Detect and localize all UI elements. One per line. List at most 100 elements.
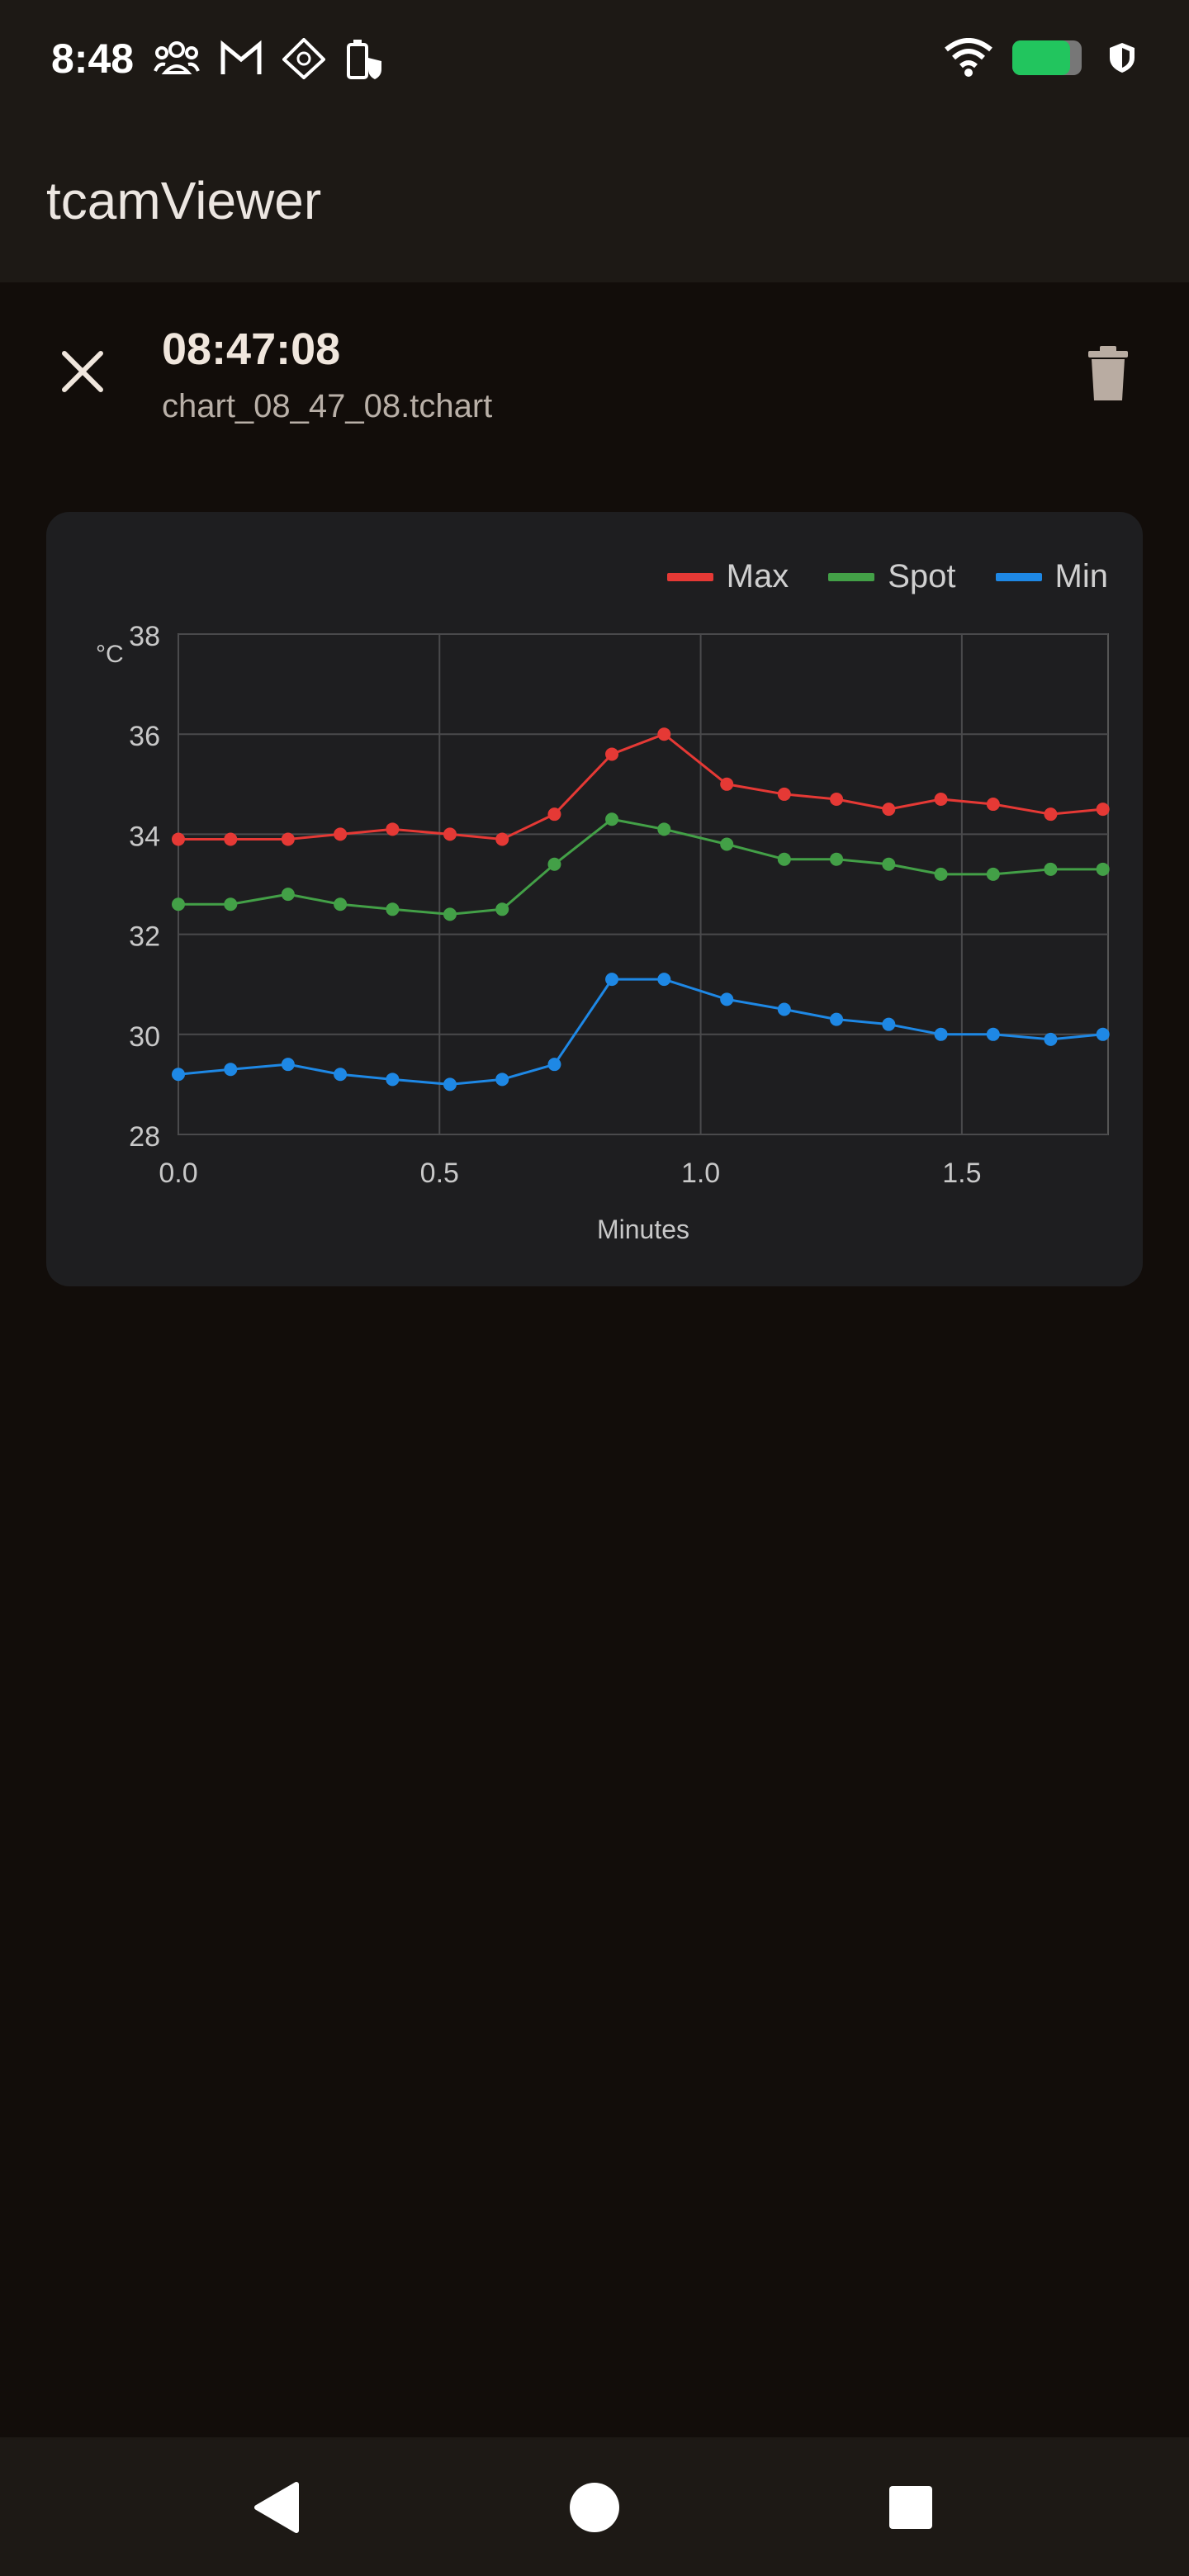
data-point-max <box>657 727 671 741</box>
data-point-max <box>777 787 791 801</box>
data-point-spot <box>1096 862 1110 876</box>
data-point-spot <box>720 837 734 851</box>
data-point-spot <box>334 897 348 912</box>
app-bar: tcamViewer <box>0 116 1189 282</box>
gmail-icon <box>220 40 262 74</box>
recents-icon <box>889 2486 932 2529</box>
data-point-spot <box>882 857 896 871</box>
status-bar: 8:48 <box>0 0 1189 116</box>
data-point-max <box>986 798 1000 812</box>
data-point-max <box>224 832 238 846</box>
data-point-min <box>986 1027 1000 1041</box>
data-point-max <box>882 803 896 817</box>
trash-icon <box>1088 346 1128 400</box>
close-button[interactable] <box>50 339 116 405</box>
data-point-min <box>334 1068 348 1082</box>
data-point-min <box>934 1027 948 1041</box>
data-point-spot <box>986 867 1000 881</box>
data-point-max <box>334 827 348 841</box>
data-point-max <box>172 832 185 846</box>
data-point-spot <box>172 897 185 912</box>
data-point-min <box>495 1073 509 1087</box>
x-tick-label: 1.0 <box>681 1158 720 1189</box>
data-point-max <box>934 792 948 806</box>
y-tick-label: 28 <box>129 1121 160 1153</box>
x-axis-label: Minutes <box>597 1215 689 1244</box>
data-point-spot <box>547 857 561 871</box>
back-button[interactable] <box>239 2470 314 2545</box>
data-point-spot <box>605 812 619 826</box>
battery-icon <box>1012 40 1082 75</box>
chart-time: 08:47:08 <box>162 324 341 374</box>
legend-label-min: Min <box>1054 558 1108 594</box>
legend-label-spot: Spot <box>888 558 956 594</box>
back-icon <box>254 2482 299 2533</box>
legend-item-spot[interactable]: Spot <box>828 558 956 595</box>
data-point-spot <box>1044 862 1058 876</box>
line-chart: 28 30 32 34 36 38 0.0 0.5 1.0 1.5 °C Minutes <box>96 621 1110 1244</box>
diamond-app-icon <box>282 38 325 79</box>
data-point-min <box>657 973 671 987</box>
legend-label-max: Max <box>726 558 789 594</box>
data-point-spot <box>934 867 948 881</box>
data-point-max <box>1096 803 1110 817</box>
close-icon <box>62 351 103 392</box>
data-point-spot <box>443 907 457 921</box>
y-tick-label: 36 <box>129 721 160 752</box>
data-point-spot <box>495 902 509 916</box>
series-line-spot <box>178 817 1103 916</box>
y-tick-label: 34 <box>129 821 160 852</box>
series-line-min <box>178 978 1103 1086</box>
legend-swatch-max <box>666 572 713 581</box>
legend-item-max[interactable]: Max <box>666 558 789 595</box>
data-point-max <box>495 832 509 846</box>
data-point-max <box>605 747 619 761</box>
home-button[interactable] <box>557 2470 632 2545</box>
data-point-min <box>386 1073 400 1087</box>
data-point-max <box>281 832 295 846</box>
data-point-spot <box>224 897 238 912</box>
y-tick-label: 30 <box>129 1021 160 1053</box>
data-point-max <box>830 792 844 806</box>
plot-area <box>178 633 1109 1135</box>
chart-card: Max Spot Min 28 30 32 34 36 38 0.0 0.5 1.0 1.5 °C M… <box>46 512 1143 1286</box>
y-tick-label: 38 <box>129 621 160 652</box>
data-point-min <box>1096 1027 1110 1041</box>
legend-swatch-spot <box>828 572 875 581</box>
data-point-max <box>1044 807 1058 822</box>
status-time: 8:48 <box>51 36 135 82</box>
series-line-max <box>178 732 1103 841</box>
delete-button[interactable] <box>1078 340 1138 406</box>
data-point-min <box>172 1068 185 1082</box>
battery-saver-icon <box>347 40 381 79</box>
data-point-max <box>443 827 457 841</box>
recents-button[interactable] <box>874 2470 948 2545</box>
group-icon <box>154 41 200 74</box>
nav-bar <box>0 2437 1189 2576</box>
shield-icon <box>1110 43 1135 73</box>
data-point-min <box>777 1002 791 1016</box>
data-point-min <box>547 1058 561 1072</box>
x-tick-label: 0.5 <box>420 1158 459 1189</box>
data-point-min <box>720 992 734 1006</box>
data-point-min <box>281 1058 295 1072</box>
data-point-max <box>720 777 734 791</box>
data-point-min <box>443 1077 457 1091</box>
data-point-spot <box>777 852 791 866</box>
legend-item-min[interactable]: Min <box>995 558 1108 595</box>
app-title: tcamViewer <box>46 171 322 230</box>
data-point-min <box>1044 1032 1058 1046</box>
y-tick-label: 32 <box>129 921 160 953</box>
data-point-max <box>386 822 400 836</box>
chart-legend: Max Spot Min <box>666 558 1108 595</box>
data-point-min <box>830 1012 844 1026</box>
data-point-spot <box>830 852 844 866</box>
x-tick-label: 1.5 <box>942 1158 981 1189</box>
x-tick-label: 0.0 <box>159 1158 197 1189</box>
data-point-min <box>224 1063 238 1077</box>
data-point-min <box>605 973 619 987</box>
data-point-spot <box>657 822 671 836</box>
chart-filename: chart_08_47_08.tchart <box>162 388 493 424</box>
wifi-icon <box>945 38 992 77</box>
y-axis-label: °C <box>96 641 124 668</box>
